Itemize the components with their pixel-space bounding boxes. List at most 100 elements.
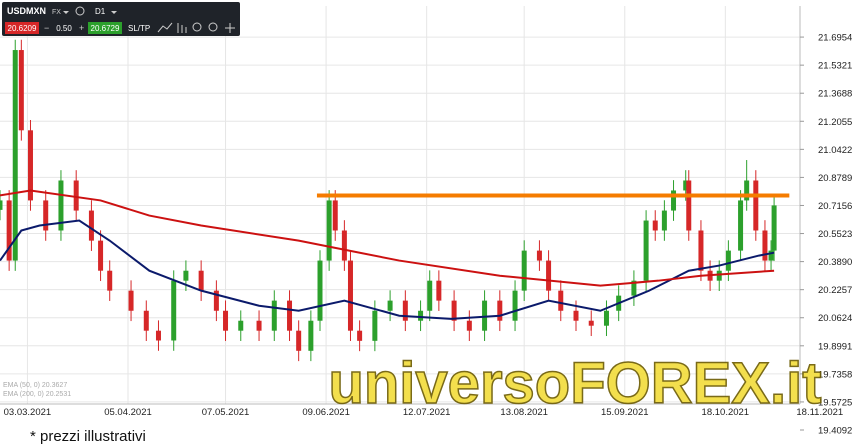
candle-body	[686, 180, 692, 231]
candle-body	[482, 300, 488, 331]
candle-body	[6, 200, 12, 261]
candle-body	[652, 220, 658, 231]
candle-body	[402, 300, 408, 321]
candle-body	[287, 300, 293, 331]
candle-body	[698, 230, 704, 271]
x-tick-label: 13.08.2021	[500, 407, 548, 418]
bid[interactable]: 20.6209	[8, 24, 37, 33]
legend-entry: EMA (50, 0) 20.3627	[3, 382, 67, 389]
candle-body	[771, 205, 777, 251]
candle-body	[744, 180, 750, 201]
candle-body	[372, 310, 378, 341]
market[interactable]: FX	[52, 9, 61, 16]
candle-body	[753, 180, 759, 231]
bid-box[interactable]	[5, 22, 39, 34]
y-tick-label: 21.5321	[818, 61, 852, 72]
candle-body	[88, 210, 94, 241]
candle-body	[143, 310, 149, 331]
y-tick-label: 19.8991	[818, 341, 852, 352]
dropdown-icon[interactable]	[63, 11, 69, 14]
y-tick-label: 20.3890	[818, 257, 852, 268]
candle-body	[603, 310, 609, 326]
crosshair-icon[interactable]	[225, 23, 235, 33]
y-tick-label: 19.5725	[818, 397, 852, 408]
candle-body	[451, 300, 457, 321]
candle-body	[536, 250, 542, 261]
candle-body	[643, 220, 649, 281]
line-tool-icon[interactable]	[157, 22, 173, 33]
candle-body	[716, 270, 722, 281]
y-tick-label: 20.7156	[818, 201, 852, 212]
sltp[interactable]: SL/TP	[128, 24, 150, 33]
candle-body	[332, 200, 338, 231]
x-tick-label: 12.07.2021	[403, 407, 451, 418]
y-tick-label: 21.6954	[818, 33, 852, 44]
ask[interactable]: 20.6729	[91, 24, 120, 33]
grid	[0, 6, 800, 404]
candle-body	[128, 290, 134, 311]
candle-body	[418, 310, 424, 321]
y-tick-label: 21.0422	[818, 145, 852, 156]
y-tick-label: 20.2257	[818, 285, 852, 296]
y-tick-label: 21.3688	[818, 89, 852, 100]
candle-body	[12, 50, 18, 261]
candle-body	[671, 190, 677, 211]
candle-body	[512, 290, 518, 321]
candle-body	[198, 270, 204, 291]
axes: 19.4092 19.5725 19.7358 19.8991 20.0624 20.22…	[3, 33, 852, 437]
plus[interactable]: +	[79, 23, 84, 33]
symbol[interactable]: USDMXN	[7, 6, 46, 16]
candle-body	[326, 200, 332, 261]
candle-body	[155, 330, 161, 341]
candle-body	[256, 320, 262, 331]
candle-body	[357, 330, 363, 341]
ema-line	[0, 219, 775, 320]
candle-body	[296, 330, 302, 351]
toolbar: USDMXN FX D1 20.6209 − 0.50 + 20.6729 SL…	[2, 2, 240, 36]
info-icon[interactable]	[75, 6, 85, 16]
y-tick-label: 21.2055	[818, 117, 852, 128]
candle-body	[546, 260, 552, 291]
x-tick-label: 03.03.2021	[4, 407, 52, 418]
candle-body	[347, 260, 353, 331]
candle-body	[0, 200, 3, 210]
candle-body	[521, 250, 527, 291]
zoom-in-icon[interactable]	[208, 22, 218, 32]
y-tick-label: 20.0624	[818, 313, 852, 324]
x-tick-label: 05.04.2021	[104, 407, 152, 418]
candle-body	[183, 270, 189, 281]
timeframe[interactable]: D1	[95, 7, 106, 16]
candle-body	[171, 280, 177, 341]
candle-body	[588, 320, 594, 326]
candle-body	[308, 320, 314, 351]
y-tick-label: 19.7358	[818, 369, 852, 380]
ask-box[interactable]	[88, 22, 122, 34]
x-tick-label: 07.05.2021	[202, 407, 250, 418]
candle-body	[573, 310, 579, 321]
candle-body	[98, 240, 104, 271]
candle-body	[497, 300, 503, 321]
x-tick-label: 09.06.2021	[302, 407, 350, 418]
candle-body	[738, 200, 744, 251]
candle-body	[18, 50, 24, 131]
footnote: * prezzi illustrativi	[30, 428, 146, 445]
candle-body	[762, 230, 768, 261]
candle-body	[238, 320, 244, 331]
x-tick-label: 18.11.2021	[796, 407, 843, 418]
x-tick-label: 15.09.2021	[601, 407, 649, 418]
dropdown-icon[interactable]	[111, 11, 117, 14]
candle-body	[73, 180, 79, 211]
indicator-icon[interactable]	[177, 23, 187, 33]
candle-body	[558, 290, 564, 311]
candle-body	[223, 310, 229, 331]
watermark: universoFOREX.it	[328, 351, 821, 416]
candle-body	[341, 230, 347, 261]
candle-body	[683, 180, 689, 191]
minus[interactable]: −	[44, 23, 49, 33]
zoom-out-icon[interactable]	[192, 22, 202, 32]
y-tick-label: 20.8789	[818, 173, 852, 184]
candle-body	[436, 280, 442, 301]
candle-body	[427, 280, 433, 311]
